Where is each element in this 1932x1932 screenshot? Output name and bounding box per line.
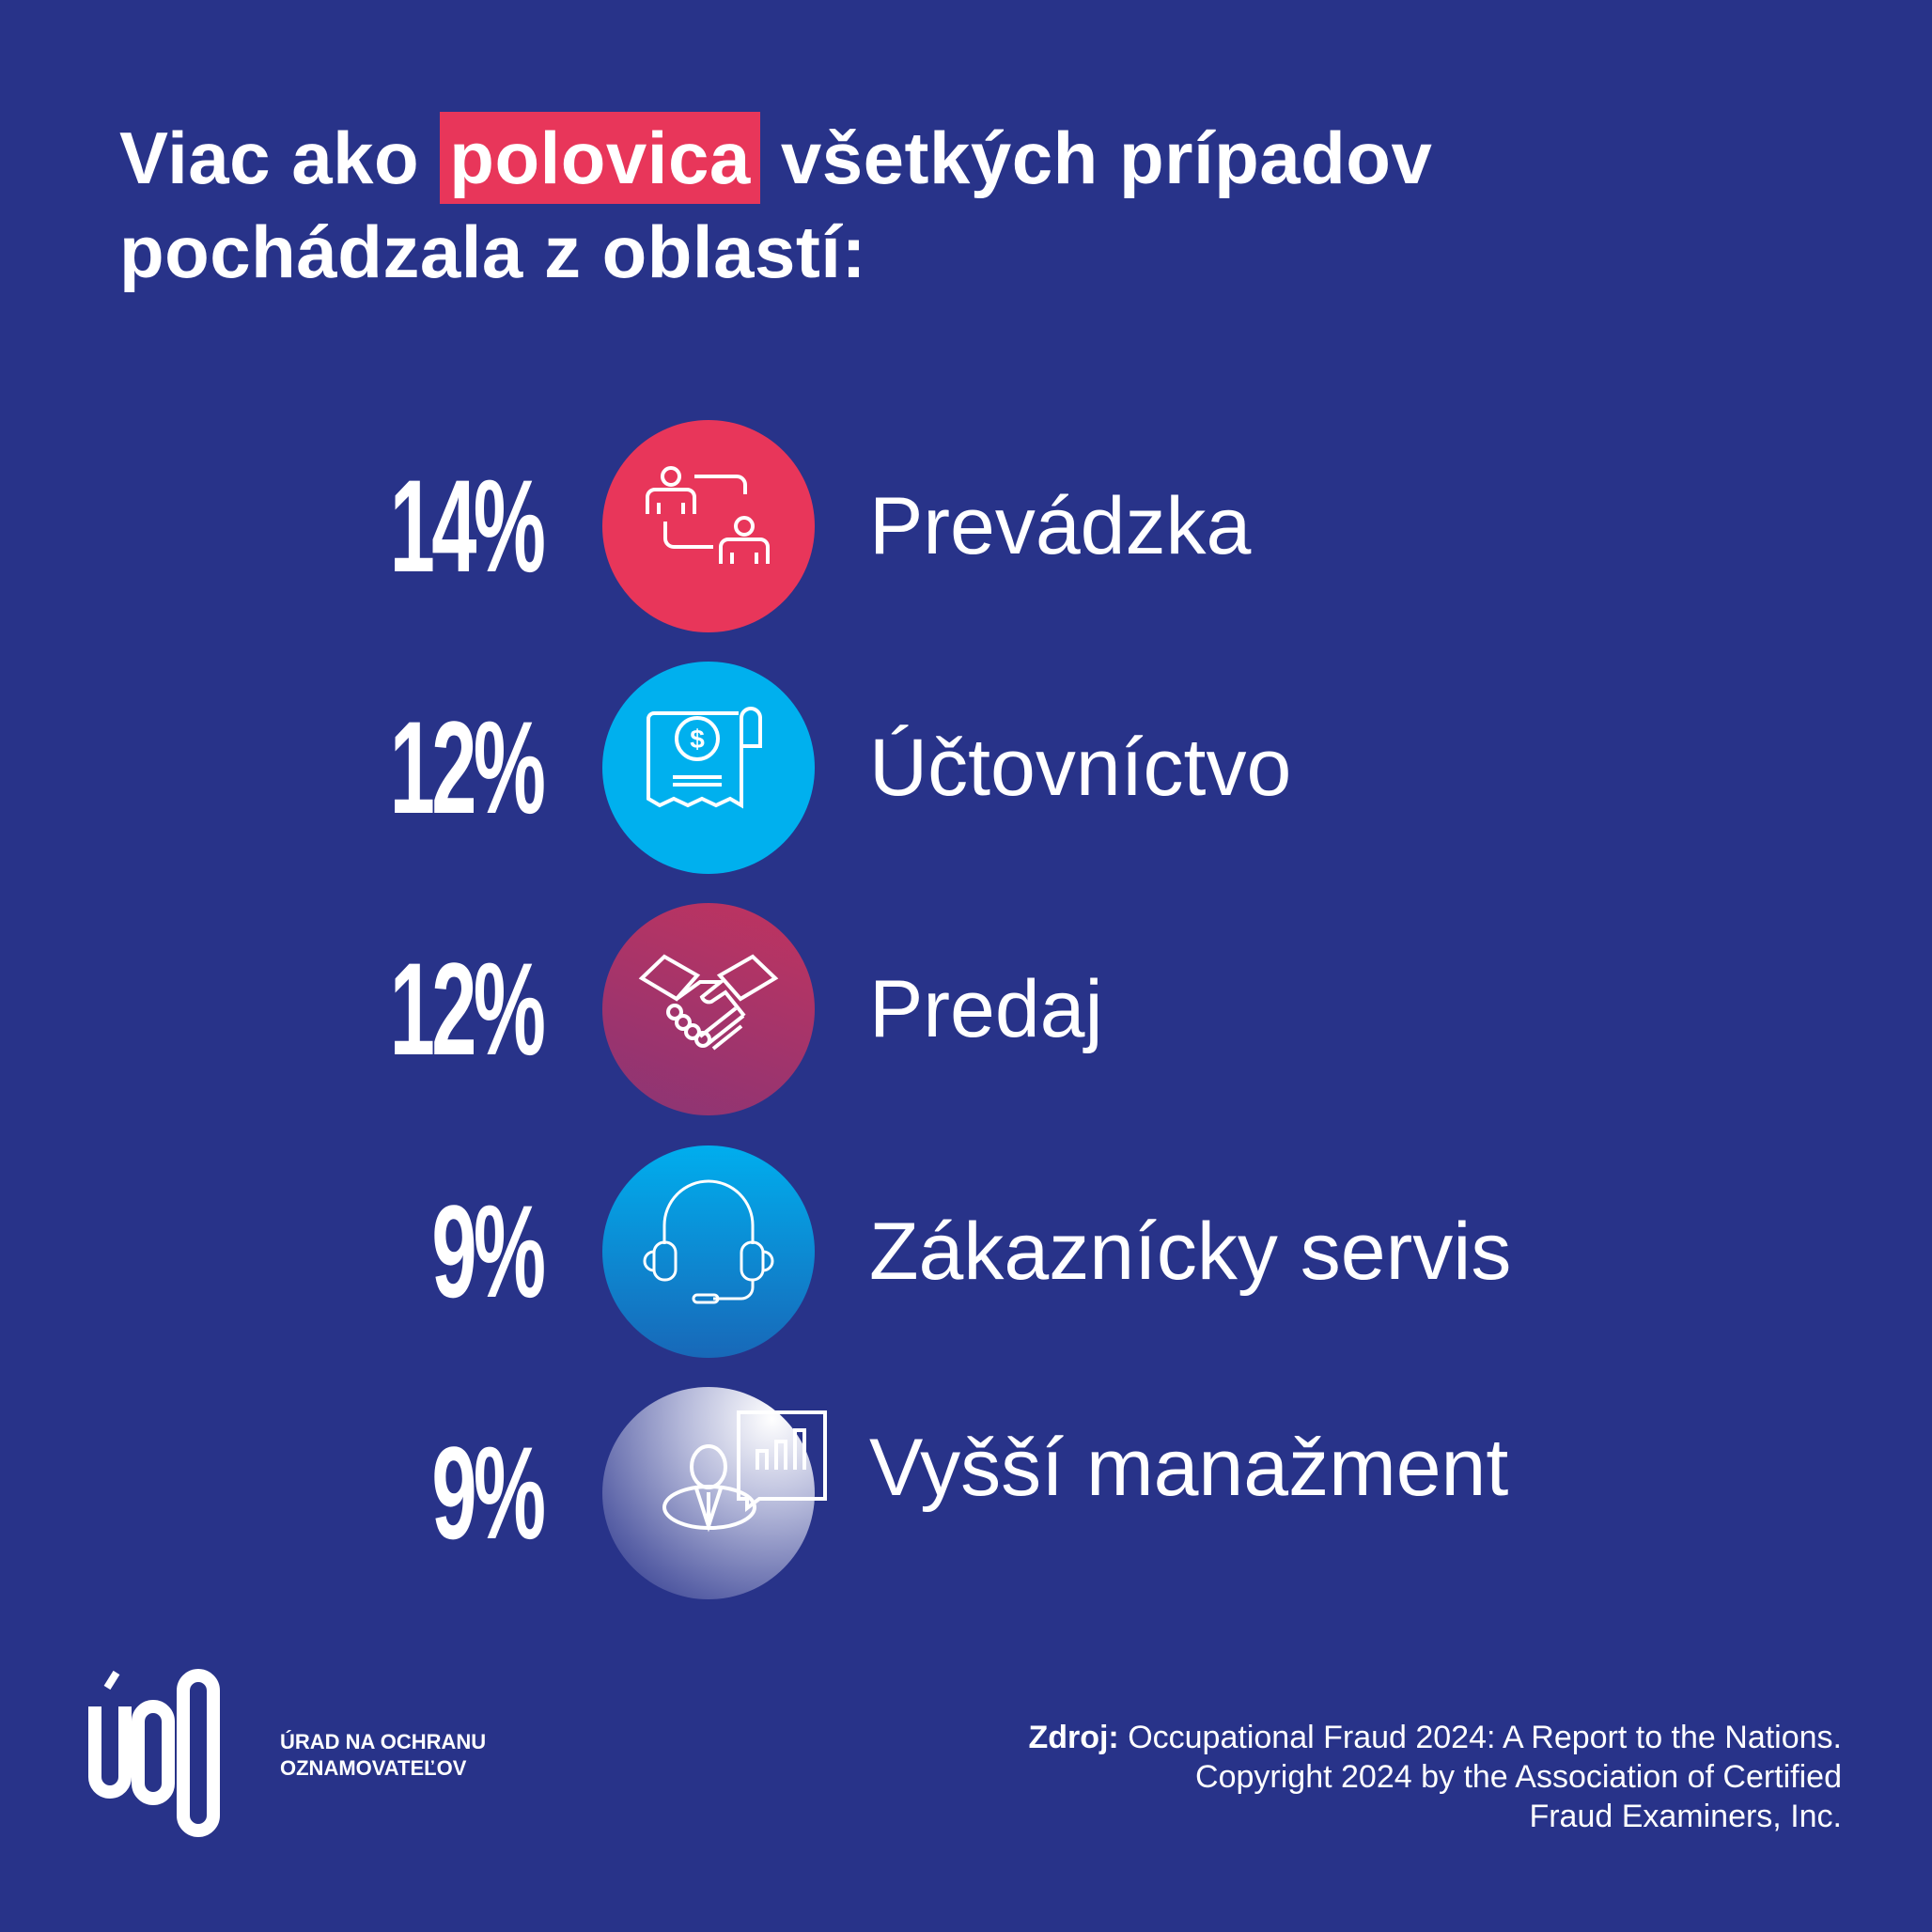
title-text: Viac ako <box>119 117 441 199</box>
handshake-icon <box>602 903 815 1115</box>
page-title: Viac ako polovica všetkých prípadov poch… <box>119 111 1432 299</box>
percent-value: 14% <box>389 452 545 600</box>
list-item: 9% Zákaznícky servis <box>0 1145 1932 1358</box>
percent-value: 12% <box>389 693 545 841</box>
area-label: Predaj <box>869 964 1103 1054</box>
logo-mark <box>86 1669 256 1838</box>
percent-value: 12% <box>389 935 545 1083</box>
receipt-dollar-icon: $ <box>602 662 815 874</box>
source-line1: Occupational Fraud 2024: A Report to the… <box>1118 1720 1842 1755</box>
area-label: Vyšší manažment <box>869 1422 1509 1513</box>
logo-line1: ÚRAD NA OCHRANU <box>280 1730 487 1753</box>
logo-line2: OZNAMOVATEĽOV <box>280 1756 467 1780</box>
list-item: 12% $ Účtovníctvo <box>0 662 1932 874</box>
logo-text: ÚRAD NA OCHRANU OZNAMOVATEĽOV <box>280 1729 486 1782</box>
area-label: Prevádzka <box>869 481 1252 571</box>
svg-text:$: $ <box>690 724 705 754</box>
people-exchange-icon <box>602 420 815 632</box>
list-item: 12% Predaj <box>0 903 1932 1115</box>
percent-value: 9% <box>430 1177 546 1325</box>
list-item: 9% Vyšší manažment <box>0 1387 1932 1599</box>
area-label: Zákaznícky servis <box>869 1207 1512 1297</box>
source-line3: Fraud Examiners, Inc. <box>1529 1799 1842 1834</box>
area-label: Účtovníctvo <box>869 723 1292 813</box>
title-text: všetkých prípadov <box>759 117 1433 199</box>
list-item: 14% Prevádzka <box>0 420 1932 632</box>
title-highlight: polovica <box>440 112 760 204</box>
source-citation: Zdroj: Occupational Fraud 2024: A Report… <box>1028 1718 1842 1836</box>
source-line2: Copyright 2024 by the Association of Cer… <box>1195 1759 1842 1795</box>
title-line2: pochádzala z oblastí: <box>119 210 866 293</box>
headset-icon <box>602 1145 815 1358</box>
manager-chart-icon <box>602 1387 827 1599</box>
percent-value: 9% <box>430 1419 546 1566</box>
source-prefix: Zdroj: <box>1028 1720 1119 1755</box>
